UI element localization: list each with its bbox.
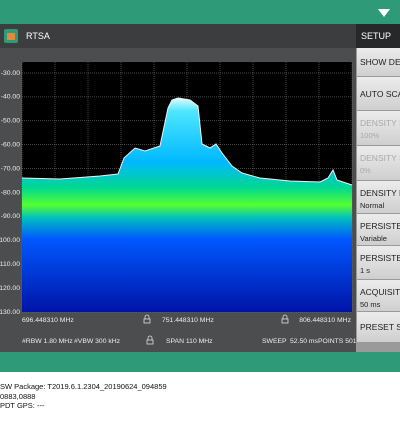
y-axis-label: -80.00 <box>1 189 20 196</box>
footer: SW Package: T2019.6.1.2304_20190624_0948… <box>0 382 167 411</box>
setup-button[interactable]: PERSISTEN 1 s <box>357 246 400 279</box>
button-label: AUTO SCA <box>360 88 400 99</box>
y-axis-label: -100.00 <box>0 237 20 244</box>
button-value: 1 s <box>360 266 371 275</box>
lock-body <box>146 339 154 345</box>
peak-trace <box>21 97 353 186</box>
button-label: DENSITY R <box>360 188 400 198</box>
y-axis-label: -50.00 <box>1 118 20 125</box>
setup-button: DENSITY S 100% <box>357 111 400 145</box>
setup-button[interactable]: PRESET SE <box>357 312 400 342</box>
lock-body <box>281 318 289 324</box>
footer-line: 0883,0888 <box>0 391 36 401</box>
setup-button: DENSITY S 0% <box>357 146 400 180</box>
lock-icon[interactable] <box>281 314 289 324</box>
lock-shackle <box>282 314 288 319</box>
footer-line: PDT GPS: --- <box>0 401 45 410</box>
button-label: SHOW DE <box>360 57 400 67</box>
setup-button[interactable]: AUTO SCA <box>357 77 400 110</box>
button-value: 100% <box>360 131 380 140</box>
y-axis-label: -90.00 <box>1 213 20 220</box>
plot-info: 751.448310 MHz <box>162 317 214 324</box>
y-axis-label: -120.00 <box>0 285 20 292</box>
lock-shackle <box>147 335 153 340</box>
y-axis-label: -130.00 <box>0 309 20 316</box>
lock-shackle <box>144 314 150 319</box>
plot-info: POINTS 501 <box>318 338 356 345</box>
wifi-icon <box>378 9 390 17</box>
setup-button[interactable]: PERSISTEN Variable <box>357 214 400 245</box>
y-axis-label: -30.00 <box>1 70 20 77</box>
app-header: RTSA <box>0 24 356 48</box>
plot-info: #VBW 300 kHz <box>74 338 121 345</box>
bottom-bar <box>0 352 400 372</box>
density-trace <box>22 98 352 312</box>
button-value: 50 ms <box>360 300 381 309</box>
status-icons <box>378 9 390 17</box>
plot-info: 52.50 ms <box>290 338 319 345</box>
status-bar <box>0 0 400 24</box>
plot-info: 806.448310 MHz <box>299 317 351 324</box>
lock-icon[interactable] <box>143 314 151 324</box>
button-label: PERSISTEN <box>360 221 400 231</box>
button-label: ACQUISITI <box>360 287 400 297</box>
button-value: Normal <box>360 201 385 210</box>
plot-area: -30.00 -40.00 -50.00 -60.00 -70.00 -80.00 -90.… <box>0 48 357 352</box>
footer-line: SW Package: T2019.6.1.2304_20190624_0948… <box>0 382 167 391</box>
button-value: 0% <box>360 166 371 175</box>
plot-info: SPAN 110 MHz <box>166 338 213 345</box>
button-label: PRESET SE <box>360 322 400 332</box>
y-axis-label: -110.00 <box>0 261 20 268</box>
button-value: Variable <box>360 234 387 243</box>
lock-body <box>143 318 151 324</box>
panel-header: SETUP <box>356 24 400 48</box>
button-label: DENSITY S <box>360 153 400 163</box>
y-axis-label: -60.00 <box>1 141 20 148</box>
plot-info: SWEEP <box>262 338 287 345</box>
plot-info: #RBW 1.80 MHz <box>22 338 73 345</box>
spectrum-plot: -30.00 -40.00 -50.00 -60.00 -70.00 -80.00 -90.… <box>0 62 357 345</box>
setup-button[interactable]: SHOW DE <box>357 48 400 76</box>
y-axis-label: -70.00 <box>1 165 20 172</box>
app-icon[interactable] <box>4 29 18 43</box>
setup-button[interactable]: DENSITY R Normal <box>357 181 400 213</box>
lock-icon[interactable] <box>146 335 154 345</box>
y-axis-label: -40.00 <box>1 94 20 101</box>
button-label: DENSITY S <box>360 118 400 128</box>
button-label: PERSISTEN <box>360 253 400 263</box>
setup-button[interactable]: ACQUISITI 50 ms <box>357 280 400 311</box>
plot-info: 696.448310 MHz <box>22 317 74 324</box>
app-title: RTSA <box>26 31 50 41</box>
